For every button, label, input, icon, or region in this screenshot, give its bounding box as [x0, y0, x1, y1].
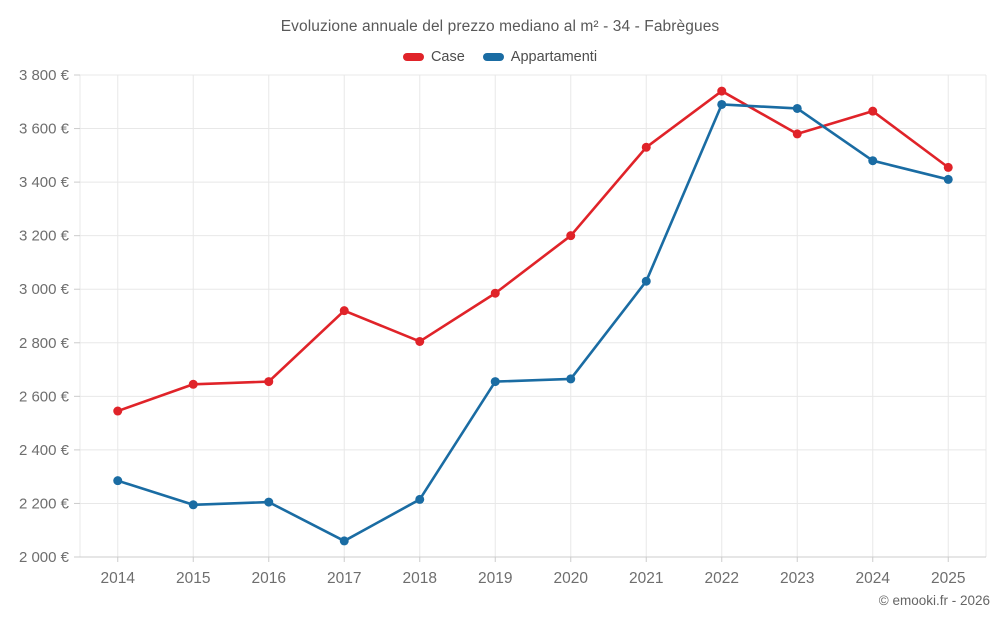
- series-point-case-2022[interactable]: [717, 86, 727, 96]
- series-point-case-2019[interactable]: [490, 288, 500, 298]
- series-point-case-2018[interactable]: [415, 336, 425, 346]
- legend-item-appartamenti[interactable]: Appartamenti: [482, 49, 598, 65]
- y-tick-label-2800: 2 800 €: [19, 335, 70, 352]
- series-point-appartamenti-2019[interactable]: [490, 377, 500, 387]
- series-point-appartamenti-2025[interactable]: [943, 174, 953, 184]
- series-point-case-2023[interactable]: [792, 129, 802, 139]
- y-tick-label-2400: 2 400 €: [19, 442, 70, 459]
- series-point-appartamenti-2021[interactable]: [641, 276, 651, 286]
- legend-marker-icon: [482, 53, 504, 61]
- y-tick-label-2000: 2 000 €: [19, 549, 70, 566]
- legend-label: Case: [430, 49, 465, 65]
- series-line-appartamenti: [116, 103, 950, 543]
- y-tick-label-2600: 2 600 €: [19, 388, 70, 405]
- series-point-appartamenti-2014[interactable]: [113, 476, 123, 486]
- x-tick-label-2020: 2020: [554, 570, 589, 587]
- series-line-case: [116, 89, 950, 413]
- y-tick-label-2200: 2 200 €: [19, 495, 70, 512]
- x-tick-label-2017: 2017: [327, 570, 361, 587]
- x-tick-label-2018: 2018: [403, 570, 437, 587]
- y-tick-label-3600: 3 600 €: [19, 121, 70, 138]
- series-point-appartamenti-2017[interactable]: [339, 536, 349, 546]
- series-point-case-2014[interactable]: [113, 406, 123, 416]
- legend-marker-icon: [402, 53, 424, 61]
- series-point-appartamenti-2023[interactable]: [792, 103, 802, 113]
- chart-title: Evoluzione annuale del prezzo mediano al…: [280, 18, 720, 35]
- series-point-case-2024[interactable]: [868, 106, 878, 116]
- x-tick-label-2022: 2022: [705, 570, 739, 587]
- chart-legend: Case Appartamenti: [0, 49, 1000, 65]
- y-tick-label-3000: 3 000 €: [19, 281, 70, 298]
- series-point-case-2017[interactable]: [339, 306, 349, 316]
- legend-label: Appartamenti: [510, 49, 598, 65]
- x-tick-label-2021: 2021: [629, 570, 663, 587]
- y-tick-label-3200: 3 200 €: [19, 228, 70, 245]
- series-point-appartamenti-2015[interactable]: [188, 500, 198, 510]
- series-point-appartamenti-2016[interactable]: [264, 497, 274, 507]
- series-point-appartamenti-2024[interactable]: [868, 156, 878, 166]
- footer-credit: © emooki.fr - 2026: [878, 593, 990, 608]
- x-tick-label-2025: 2025: [931, 570, 965, 587]
- series-point-case-2020[interactable]: [566, 231, 576, 241]
- series-point-appartamenti-2020[interactable]: [566, 374, 576, 384]
- x-tick-label-2019: 2019: [478, 570, 512, 587]
- series-point-appartamenti-2022[interactable]: [717, 99, 727, 109]
- x-tick-label-2015: 2015: [176, 570, 210, 587]
- x-tick-label-2014: 2014: [101, 570, 136, 587]
- x-tick-label-2023: 2023: [780, 570, 814, 587]
- y-tick-label-3800: 3 800 €: [19, 67, 70, 84]
- series-point-appartamenti-2018[interactable]: [415, 494, 425, 504]
- series-point-case-2016[interactable]: [264, 377, 274, 387]
- x-tick-label-2016: 2016: [252, 570, 286, 587]
- series-point-case-2021[interactable]: [641, 142, 651, 152]
- series-point-case-2015[interactable]: [188, 379, 198, 389]
- y-tick-label-3400: 3 400 €: [19, 174, 70, 191]
- x-tick-label-2024: 2024: [856, 570, 891, 587]
- series-point-case-2025[interactable]: [943, 162, 953, 172]
- legend-item-case[interactable]: Case: [402, 49, 465, 65]
